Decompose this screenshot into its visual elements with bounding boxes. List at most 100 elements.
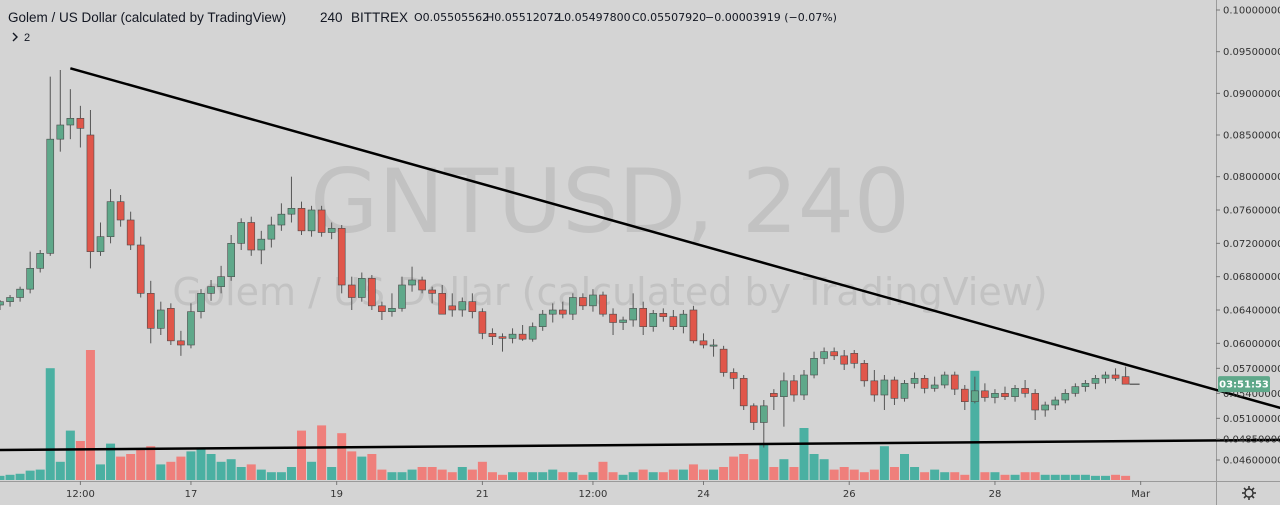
price-badge-text: 03:51:53 <box>1219 380 1269 391</box>
candle-body <box>488 333 497 337</box>
volume-bar <box>25 470 35 480</box>
symbol-title[interactable]: Golem / US Dollar (calculated by Trading… <box>8 10 286 25</box>
candle-body <box>327 228 336 233</box>
volume-bar <box>1040 474 1050 480</box>
volume-bar <box>688 464 698 480</box>
volume-bar <box>719 467 729 480</box>
y-tick-label: 0.09500000 <box>1223 47 1280 58</box>
candle-body <box>840 355 849 365</box>
candle-body <box>46 138 55 254</box>
gear-icon[interactable] <box>1242 486 1256 500</box>
volume-bar <box>1070 474 1080 480</box>
y-tick-label: 0.08500000 <box>1223 131 1280 142</box>
candle-body <box>800 374 808 396</box>
volume-bar <box>558 472 568 480</box>
volume-bar <box>236 467 246 480</box>
candle-body <box>257 238 266 251</box>
volume-bar <box>367 454 377 480</box>
x-tick-label: 26 <box>843 489 856 500</box>
candle-body <box>860 363 869 382</box>
volume-bar <box>447 472 457 480</box>
candles <box>0 70 1130 448</box>
candle-body <box>589 294 597 307</box>
volume-bar <box>739 454 749 480</box>
candle-body <box>810 358 818 376</box>
volume-bar <box>487 472 497 480</box>
volume-bar <box>397 472 407 480</box>
trendline[interactable] <box>70 67 1280 435</box>
volume-bar <box>769 467 779 480</box>
volume-bar <box>45 368 55 480</box>
price-axis[interactable]: 0.10000000 0.09500000 0.09000000 0.08500000… <box>1216 6 1280 467</box>
volume-bar <box>839 467 849 480</box>
y-tick-label: 0.10000000 <box>1223 6 1280 17</box>
candle-body <box>649 313 658 327</box>
y-tick-label: 0.08000000 <box>1223 172 1280 183</box>
y-tick-label: 0.06400000 <box>1223 306 1280 317</box>
ohlc-open: O0.05505562 <box>414 11 489 24</box>
trendlines[interactable] <box>0 67 1280 452</box>
y-tick-label: 0.05400000 <box>1223 389 1280 400</box>
volume-bar <box>126 454 136 480</box>
volume-bar <box>1121 475 1131 480</box>
volume-bar <box>699 469 708 480</box>
volume-bar <box>518 472 528 480</box>
x-tick-label: 12:00 <box>579 489 608 500</box>
volume-bar <box>960 474 970 480</box>
candle-body <box>850 353 859 364</box>
exchange-label: BITTREX <box>351 10 408 25</box>
volume-bar <box>146 446 156 480</box>
trendline[interactable] <box>0 438 1280 452</box>
volume-bar <box>950 472 960 480</box>
volume-bar <box>246 464 256 480</box>
candle-body <box>438 293 447 315</box>
candle-body <box>729 372 738 379</box>
volume-bar <box>970 370 980 480</box>
candle-body <box>357 278 366 298</box>
current-price-badge: 03:51:53 <box>1218 376 1270 393</box>
volume-bar <box>759 443 769 480</box>
candle-body <box>508 333 517 339</box>
volume-bar <box>0 475 5 480</box>
candle-body <box>528 326 537 340</box>
volume-bar <box>1090 475 1100 480</box>
volume-bar <box>327 467 337 480</box>
candle-body <box>428 289 436 294</box>
volume-bar <box>276 472 286 480</box>
volume-bar <box>879 446 889 480</box>
candle-body <box>749 405 758 423</box>
watermark-description: Golem / US Dollar (calculated by Trading… <box>172 270 1047 314</box>
volume-bar <box>930 469 940 480</box>
volume-bar <box>407 469 417 480</box>
volume-bar <box>538 472 548 480</box>
candle-body <box>337 228 346 286</box>
volume-bar <box>116 456 126 480</box>
volume-bar <box>829 469 839 480</box>
candle-body <box>1101 374 1110 379</box>
candle-body <box>478 311 487 334</box>
candle-body <box>1011 388 1019 397</box>
candle-body <box>86 134 95 252</box>
volume-bar <box>457 467 467 480</box>
candle-body <box>96 236 105 252</box>
candle-body <box>548 309 557 315</box>
x-tick-label: 28 <box>989 489 1002 500</box>
candle-body <box>830 351 838 357</box>
candle-body <box>136 244 145 294</box>
volume-bar <box>75 441 85 480</box>
candle-body <box>418 279 426 291</box>
volume-bar <box>588 472 598 480</box>
volume-bar <box>568 472 578 480</box>
ohlc-high: H0.05512072 <box>486 11 561 24</box>
volume-bar <box>1080 474 1090 480</box>
candle-body <box>981 390 989 398</box>
volume-bar <box>508 472 518 480</box>
timeframe-label[interactable]: 240 <box>320 10 343 25</box>
volume-bar <box>498 474 507 480</box>
candle-body <box>368 278 376 307</box>
candle-body <box>538 313 547 327</box>
legend-collapse-button[interactable]: 2 <box>12 32 30 44</box>
